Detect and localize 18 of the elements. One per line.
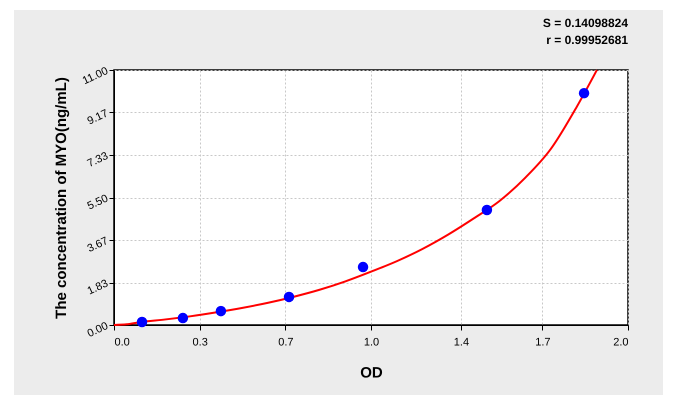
y-axis-title: The concentration of MYO(ng/mL) bbox=[52, 77, 70, 319]
y-tick-label: 3.67 bbox=[86, 235, 110, 255]
x-tick-label: 1.7 bbox=[535, 336, 550, 348]
x-tick-label: 1.4 bbox=[454, 336, 470, 348]
text: S = 0.14098824 bbox=[542, 16, 628, 30]
x-tick-label: 0.0 bbox=[114, 336, 130, 348]
y-tick-label: 5.50 bbox=[86, 192, 110, 212]
x-tick-label: 1.0 bbox=[364, 336, 380, 348]
text: r = 0.99952681 bbox=[546, 33, 628, 47]
y-tick-label: 9.17 bbox=[86, 108, 110, 128]
x-tick-label: 0.7 bbox=[278, 336, 294, 348]
y-tick-label: 11.00 bbox=[80, 65, 110, 88]
y-tick-label: 0.00 bbox=[86, 320, 110, 340]
x-tick-label: 2.0 bbox=[613, 336, 628, 348]
y-tick-label: 7.33 bbox=[86, 150, 110, 170]
y-tick-label: 1.83 bbox=[86, 278, 110, 298]
x-axis-title: OD bbox=[360, 364, 383, 382]
x-tick-label: 0.3 bbox=[192, 336, 208, 348]
